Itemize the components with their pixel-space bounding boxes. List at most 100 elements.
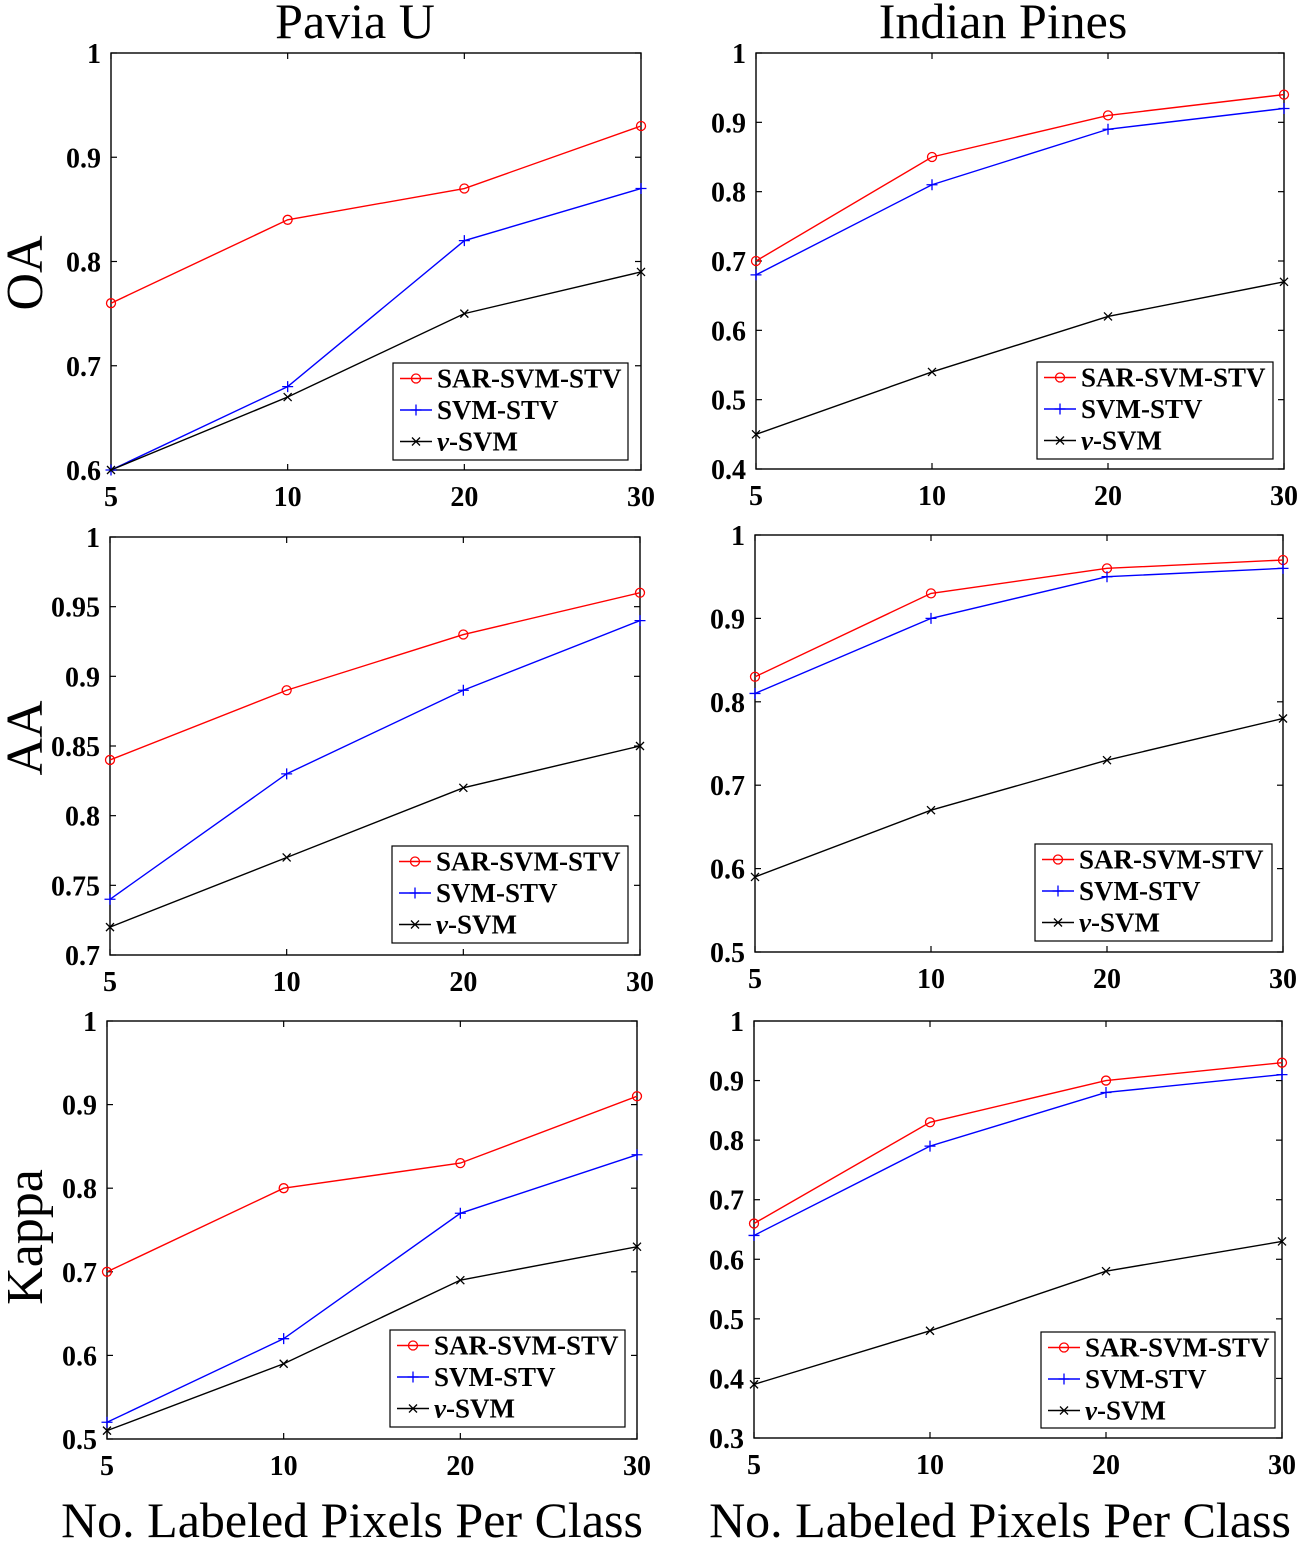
data-point-sar-svm-stv bbox=[281, 685, 292, 696]
data-point-nu-svm bbox=[1277, 1236, 1287, 1246]
legend-entry-sar-svm-stv: SAR-SVM-STV bbox=[399, 847, 621, 877]
data-point-sar-svm-stv bbox=[101, 1266, 113, 1277]
legend-label: SVM-STV bbox=[434, 1362, 556, 1392]
data-point-svm-stv bbox=[1278, 102, 1290, 114]
legend-label-symbol: ν bbox=[434, 1394, 447, 1424]
data-point-svm-stv bbox=[634, 615, 646, 627]
x-tick-label: 10 bbox=[918, 481, 946, 512]
data-point-nu-svm bbox=[925, 1326, 935, 1336]
y-tick-label: 0.4 bbox=[711, 455, 746, 486]
x-tick-label: 10 bbox=[274, 482, 302, 513]
legend-label: ν-SVM bbox=[1081, 426, 1162, 456]
data-point-sar-svm-stv bbox=[459, 183, 470, 194]
y-tick-label: 0.7 bbox=[709, 1186, 744, 1217]
series-svm-stv bbox=[104, 615, 646, 905]
legend-entry-svm-stv: SVM-STV bbox=[399, 878, 558, 908]
series-sar-svm-stv bbox=[750, 89, 1290, 267]
y-tick-label: 0.6 bbox=[710, 855, 745, 886]
legend-label-symbol: ν bbox=[1081, 426, 1094, 456]
legend-entry-nu-svm: ν-SVM bbox=[1042, 908, 1160, 938]
legend-marker bbox=[1055, 436, 1065, 445]
x-tick-label: 30 bbox=[1268, 1450, 1296, 1481]
x-tick-label: 10 bbox=[273, 967, 301, 998]
subplot-pavia-u-aa: 0.7 0.75 0.8 0.85 0.9 0.95 1 5 10 20 30 SAR-SVM-STV… bbox=[51, 523, 654, 998]
data-point-svm-stv bbox=[1102, 123, 1114, 135]
y-tick-label: 1 bbox=[86, 523, 100, 554]
series-line bbox=[109, 745, 641, 928]
legend-label-rest: -SVM bbox=[448, 910, 517, 940]
subplot-pavia-u-oa: 0.6 0.7 0.8 0.9 1 5 10 20 30 SAR-SVM-STVSVM-STVν-… bbox=[66, 39, 655, 513]
data-point-sar-svm-stv bbox=[1278, 89, 1290, 100]
legend-label: SVM-STV bbox=[436, 878, 558, 908]
legend-marker bbox=[1058, 1373, 1070, 1385]
y-tick-label: 0.7 bbox=[710, 771, 745, 802]
data-point-sar-svm-stv bbox=[924, 1117, 936, 1128]
x-axis-label-pavia-u: No. Labeled Pixels Per Class bbox=[61, 1492, 643, 1547]
data-point-sar-svm-stv bbox=[104, 754, 116, 766]
data-point-sar-svm-stv bbox=[455, 1157, 466, 1169]
legend-marker bbox=[1054, 403, 1066, 415]
legend-label: ν-SVM bbox=[1079, 908, 1160, 938]
x-tick-label: 10 bbox=[917, 964, 945, 995]
legend-marker bbox=[1052, 885, 1064, 897]
legend-entry-nu-svm: ν-SVM bbox=[400, 427, 518, 457]
y-tick-label: 0.6 bbox=[62, 1341, 97, 1372]
series-svm-stv bbox=[749, 562, 1289, 699]
subplot-indian-pines-kappa: 0.3 0.4 0.5 0.6 0.7 0.8 0.9 1 5 10 20 30 SAR-SVM-STV… bbox=[709, 1007, 1296, 1481]
series-nu-svm bbox=[105, 741, 645, 932]
legend-marker bbox=[410, 373, 422, 384]
y-tick-label: 0.8 bbox=[711, 178, 746, 209]
row-label-oa: OA bbox=[0, 235, 54, 311]
data-point-nu-svm bbox=[926, 805, 936, 815]
legend-entry-sar-svm-stv: SAR-SVM-STV bbox=[1044, 363, 1266, 393]
series-svm-stv bbox=[101, 1149, 643, 1428]
x-tick-label: 30 bbox=[626, 967, 654, 998]
series-line bbox=[110, 125, 642, 304]
data-point-svm-stv bbox=[635, 183, 647, 195]
legend-entry-nu-svm: ν-SVM bbox=[1048, 1396, 1166, 1426]
data-point-nu-svm bbox=[635, 741, 645, 751]
data-point-nu-svm bbox=[102, 1426, 112, 1436]
series-line bbox=[754, 567, 1284, 695]
series-sar-svm-stv bbox=[104, 587, 646, 766]
data-point-sar-svm-stv bbox=[635, 120, 647, 132]
legend-entry-svm-stv: SVM-STV bbox=[1042, 876, 1201, 906]
axes-frame bbox=[106, 1020, 638, 1440]
legend-entry-sar-svm-stv: SAR-SVM-STV bbox=[1042, 845, 1264, 875]
axes-frame bbox=[753, 1020, 1283, 1439]
legend-label-rest: -SVM bbox=[1091, 908, 1160, 938]
x-tick-label: 30 bbox=[1270, 481, 1298, 512]
series-line bbox=[106, 1246, 638, 1432]
column-title-indian-pines: Indian Pines bbox=[879, 0, 1128, 49]
data-point-sar-svm-stv bbox=[634, 587, 646, 598]
data-point-svm-stv bbox=[749, 687, 761, 699]
legend-label-symbol: ν bbox=[437, 427, 450, 457]
x-tick-label: 5 bbox=[104, 482, 118, 513]
data-point-nu-svm bbox=[1278, 714, 1288, 723]
legend-label: SVM-STV bbox=[1081, 394, 1203, 424]
legend-box bbox=[389, 1329, 626, 1428]
legend-box bbox=[391, 845, 629, 944]
series-line bbox=[110, 187, 642, 471]
legend-label-symbol: ν bbox=[1085, 1396, 1098, 1426]
data-point-svm-stv bbox=[924, 1140, 936, 1152]
x-tick-label: 5 bbox=[100, 1451, 114, 1482]
x-tick-label: 5 bbox=[749, 481, 763, 512]
y-tick-label: 0.7 bbox=[66, 352, 101, 383]
x-tick-label: 20 bbox=[1094, 481, 1122, 512]
data-point-nu-svm bbox=[751, 429, 761, 439]
legend-label-symbol: ν bbox=[436, 910, 449, 940]
series-line bbox=[753, 1073, 1283, 1237]
legend-label: SVM-STV bbox=[1079, 876, 1201, 906]
x-tick-label: 10 bbox=[270, 1451, 298, 1482]
subplot-indian-pines-oa: 0.4 0.5 0.6 0.7 0.8 0.9 1 5 10 20 30 SAR-SVM-STVSVM… bbox=[711, 39, 1298, 512]
legend-entry-nu-svm: ν-SVM bbox=[399, 910, 517, 940]
legend-entry-svm-stv: SVM-STV bbox=[397, 1362, 556, 1392]
series-line bbox=[755, 281, 1285, 435]
y-tick-label: 0.85 bbox=[51, 732, 100, 763]
data-point-svm-stv bbox=[101, 1416, 113, 1428]
